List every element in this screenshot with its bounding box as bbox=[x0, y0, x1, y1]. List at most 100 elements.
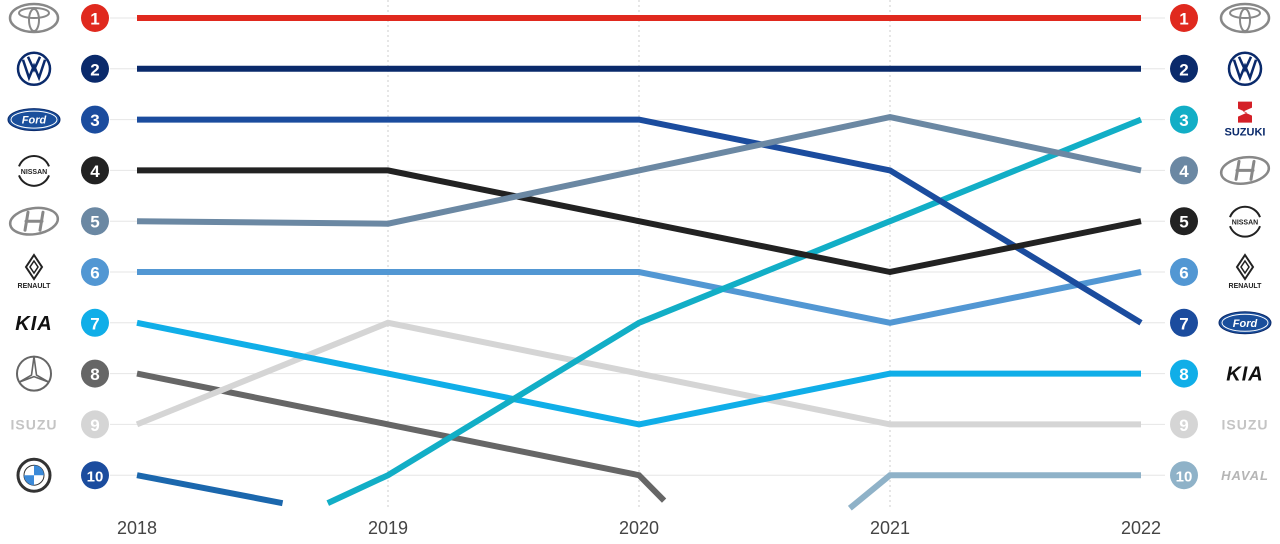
rank-number: 1 bbox=[1179, 10, 1188, 29]
x-tick-label: 2022 bbox=[1121, 518, 1161, 538]
rank-number: 4 bbox=[1179, 162, 1189, 181]
rank-number: 10 bbox=[1176, 469, 1193, 486]
svg-text:SUZUKI: SUZUKI bbox=[1225, 127, 1266, 139]
nissan-icon: NISSAN bbox=[1229, 205, 1261, 238]
rank-number: 9 bbox=[1179, 416, 1188, 435]
rank-number: 4 bbox=[90, 162, 100, 181]
series-line-hyundai bbox=[136, 113, 1142, 227]
series-line-mercedes bbox=[136, 370, 667, 503]
volkswagen-icon bbox=[16, 51, 52, 87]
rank-number: 2 bbox=[90, 60, 99, 79]
svg-text:KIA: KIA bbox=[1226, 364, 1263, 386]
rank-badge: 8 bbox=[1170, 359, 1198, 388]
x-tick-label: 2018 bbox=[117, 518, 157, 538]
volkswagen-icon bbox=[1227, 51, 1263, 87]
isuzu-icon: ISUZU bbox=[11, 416, 58, 432]
rank-number: 2 bbox=[1179, 60, 1188, 79]
rank-badge: 9 bbox=[81, 410, 109, 439]
svg-text:Ford: Ford bbox=[1233, 318, 1258, 330]
rank-badge-circle bbox=[1170, 4, 1198, 32]
rank-badge: 6 bbox=[1170, 258, 1198, 286]
rank-number: 8 bbox=[1179, 365, 1188, 384]
rank-badge: 8 bbox=[81, 359, 109, 388]
rank-number: 8 bbox=[90, 365, 99, 384]
rank-badge: 2 bbox=[1170, 54, 1198, 83]
rank-badge-circle bbox=[1170, 410, 1198, 439]
rank-badge: 1 bbox=[81, 4, 109, 32]
rank-badge: 10 bbox=[81, 461, 109, 490]
rank-badge-circle bbox=[81, 308, 109, 337]
rank-badge-circle bbox=[1170, 461, 1198, 490]
rank-badge-circle bbox=[1170, 308, 1198, 337]
series-line-renault bbox=[137, 269, 1142, 326]
rank-badge-circle bbox=[81, 461, 109, 490]
rank-badge: 7 bbox=[1170, 308, 1198, 337]
rank-badge-circle bbox=[1170, 258, 1198, 286]
rank-number: 7 bbox=[90, 314, 99, 333]
svg-text:KIA: KIA bbox=[15, 313, 52, 335]
left-rank-labels: 1 2 3 Ford 4 NISSAN 5 6 RENAULT 7 KIA 8 9 ISUZU 10 bbox=[7, 2, 109, 493]
rank-badge-circle bbox=[1170, 105, 1198, 134]
svg-text:HAVAL: HAVAL bbox=[1221, 468, 1269, 483]
rank-number: 5 bbox=[90, 213, 99, 232]
rank-badge: 7 bbox=[81, 308, 109, 337]
rank-badge-circle bbox=[81, 359, 109, 388]
rank-number: 1 bbox=[90, 10, 99, 29]
ford-icon: Ford bbox=[7, 108, 61, 132]
rank-number: 9 bbox=[90, 416, 99, 435]
kia-icon: KIA bbox=[1226, 364, 1263, 386]
rank-badge: 9 bbox=[1170, 410, 1198, 439]
grid bbox=[110, 0, 1165, 510]
rank-badge-circle bbox=[1170, 207, 1198, 236]
rank-badge-circle bbox=[81, 258, 109, 286]
rank-badge: 3 bbox=[1170, 105, 1198, 134]
series-line-kia bbox=[136, 319, 1141, 428]
rank-badge: 4 bbox=[81, 156, 109, 185]
svg-text:NISSAN: NISSAN bbox=[21, 169, 47, 176]
rank-badge: 3 bbox=[81, 105, 109, 134]
rank-badge: 6 bbox=[81, 258, 109, 286]
svg-text:ISUZU: ISUZU bbox=[11, 416, 58, 432]
rank-number: 6 bbox=[90, 264, 99, 283]
rank-badge-circle bbox=[81, 54, 109, 83]
bmw-icon bbox=[16, 457, 52, 493]
isuzu-icon: ISUZU bbox=[1222, 416, 1268, 432]
haval-icon: HAVAL bbox=[1221, 468, 1269, 483]
toyota-icon bbox=[1219, 2, 1271, 34]
series-line-ford bbox=[137, 116, 1143, 326]
rank-number: 10 bbox=[87, 469, 104, 486]
rank-number: 3 bbox=[1179, 111, 1188, 130]
rank-badge: 5 bbox=[81, 207, 109, 236]
rank-badge-circle bbox=[81, 156, 109, 185]
rank-badge-circle bbox=[81, 207, 109, 236]
x-tick-label: 2019 bbox=[368, 518, 408, 538]
rank-badge-circle bbox=[1170, 359, 1198, 388]
nissan-icon: NISSAN bbox=[18, 154, 50, 187]
rank-badge-circle bbox=[1170, 54, 1198, 83]
rank-number: 3 bbox=[90, 111, 99, 130]
rank-badge: 4 bbox=[1170, 156, 1198, 185]
rank-number: 6 bbox=[1179, 264, 1188, 283]
rank-badge-circle bbox=[1170, 156, 1198, 185]
right-rank-labels: 1 2 3 SUZUKI 4 5 NISSAN 6 RENAULT 7 Ford 8 KIA 9 ISUZU… bbox=[1170, 2, 1272, 490]
suzuki-icon: SUZUKI bbox=[1225, 101, 1266, 139]
x-tick-label: 2020 bbox=[619, 518, 659, 538]
rank-badge: 2 bbox=[81, 54, 109, 83]
mercedes-icon bbox=[16, 355, 52, 392]
series-line-haval bbox=[847, 472, 1141, 511]
renault-icon: RENAULT bbox=[1229, 253, 1262, 290]
rank-badge: 1 bbox=[1170, 4, 1198, 32]
hyundai-icon bbox=[8, 206, 60, 236]
svg-text:NISSAN: NISSAN bbox=[1232, 220, 1258, 227]
svg-text:Ford: Ford bbox=[22, 115, 47, 127]
rank-badge-circle bbox=[81, 4, 109, 32]
renault-icon: RENAULT bbox=[18, 253, 51, 290]
rank-badge-circle bbox=[81, 105, 109, 134]
rank-number: 7 bbox=[1179, 314, 1188, 333]
rank-badge: 5 bbox=[1170, 207, 1198, 236]
kia-icon: KIA bbox=[15, 313, 52, 335]
series-lines bbox=[135, 15, 1143, 511]
series-line-bmw bbox=[136, 472, 284, 507]
x-axis: 2018 2019 2020 2021 2022 bbox=[117, 518, 1161, 538]
toyota-icon bbox=[8, 2, 60, 34]
